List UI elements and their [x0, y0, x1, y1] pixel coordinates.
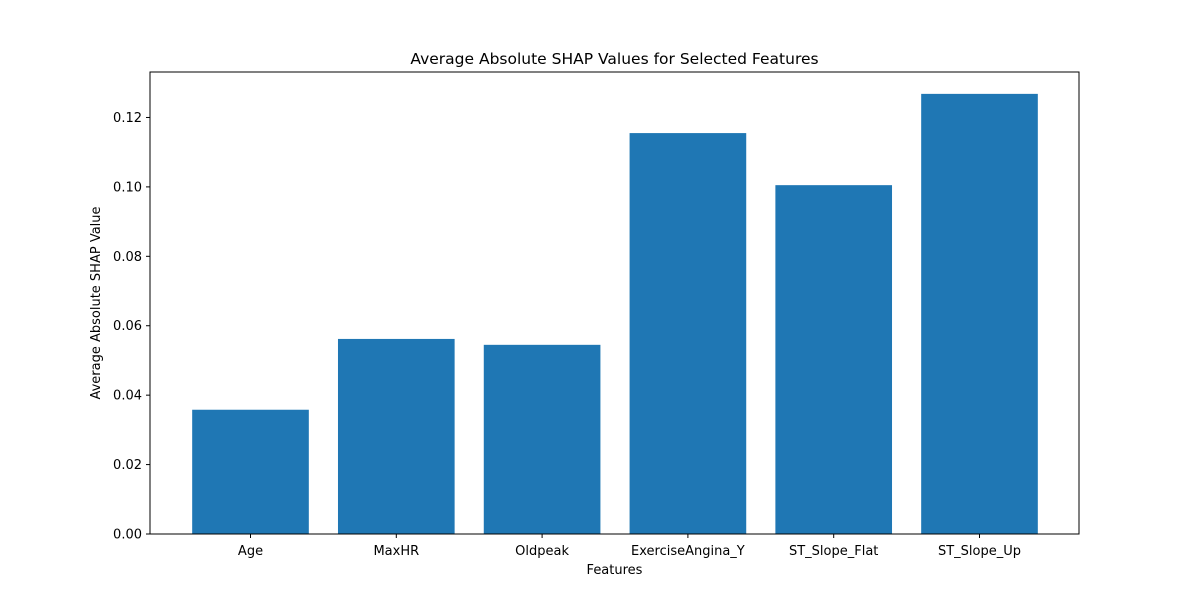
- bar-st-slope-up: [921, 93, 1038, 535]
- x-tick-label: Age: [238, 544, 263, 559]
- y-tick-label: 0.10: [113, 180, 142, 195]
- x-axis-label: Features: [587, 563, 643, 578]
- x-axis: Age MaxHR Oldpeak ExerciseAngina_Y ST_Slope_…: [238, 534, 1021, 559]
- y-tick-label: 0.12: [113, 111, 142, 126]
- x-tick-label: ST_Slope_Flat: [789, 544, 878, 559]
- y-tick-label: 0.08: [113, 250, 142, 265]
- plot-frame: [149, 71, 1080, 535]
- bars-group: [192, 93, 1038, 535]
- y-tick-label: 0.00: [113, 528, 142, 543]
- chart-title: Average Absolute SHAP Values for Selecte…: [410, 50, 818, 68]
- x-tick-label: ST_Slope_Up: [938, 544, 1021, 559]
- x-tick-label: ExerciseAngina_Y: [631, 544, 745, 559]
- y-axis: 0.00 0.02 0.04 0.06 0.08 0.10 0.12: [113, 111, 150, 543]
- bar-oldpeak: [483, 344, 601, 534]
- y-tick-label: 0.02: [113, 458, 142, 473]
- bar-age: [192, 409, 309, 534]
- x-tick-label: Oldpeak: [515, 544, 569, 559]
- x-tick-label: MaxHR: [373, 544, 419, 559]
- bar-st-slope-flat: [775, 185, 893, 534]
- y-axis-label: Average Absolute SHAP Value: [89, 206, 104, 399]
- y-tick-label: 0.06: [113, 319, 142, 334]
- bar-exerciseangina-y: [629, 133, 747, 534]
- bar-maxhr: [337, 338, 455, 534]
- y-tick-label: 0.04: [113, 389, 142, 404]
